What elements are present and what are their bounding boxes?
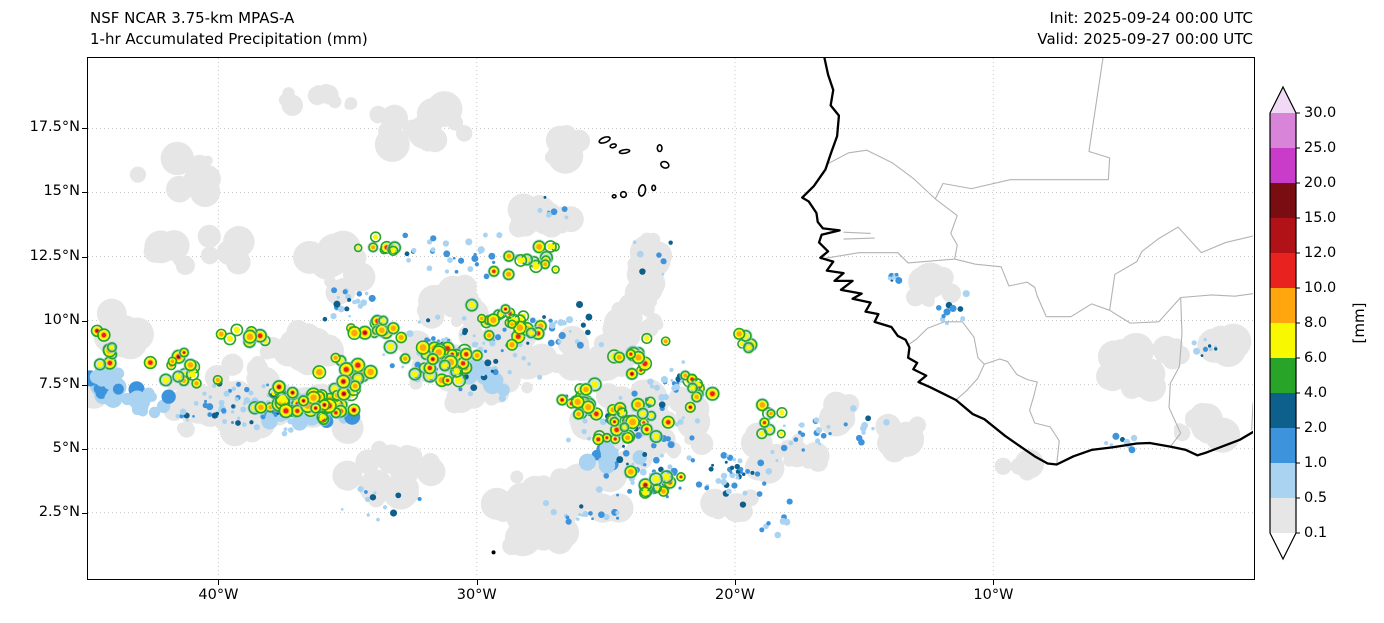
x-tick-mark xyxy=(993,580,995,585)
colorbar-tick-label: 0.5 xyxy=(1304,490,1328,506)
colorbar-units-label: [mm] xyxy=(1350,302,1368,344)
x-tick-label: 20°W xyxy=(715,587,756,603)
colorbar-tick-label: 30.0 xyxy=(1304,105,1337,121)
precip-field-canvas xyxy=(88,58,1253,578)
colorbar-tick-label: 4.0 xyxy=(1304,385,1328,401)
y-tick-mark xyxy=(82,512,87,514)
y-tick-label: 15°N xyxy=(43,183,80,200)
colorbar-tick-label: 10.0 xyxy=(1304,280,1337,296)
y-tick-label: 5°N xyxy=(52,439,80,456)
y-tick-label: 7.5°N xyxy=(38,375,80,392)
x-tick-mark xyxy=(476,580,478,585)
x-tick-label: 40°W xyxy=(198,587,239,603)
plot-time-block: Init: 2025-09-24 00:00 UTC Valid: 2025-0… xyxy=(1037,8,1253,50)
x-tick-mark xyxy=(218,580,220,585)
y-tick-label: 12.5°N xyxy=(29,247,80,264)
colorbar-tick-label: 20.0 xyxy=(1304,175,1337,191)
valid-time-label: Valid: 2025-09-27 00:00 UTC xyxy=(1037,30,1253,48)
y-tick-mark xyxy=(82,256,87,258)
y-tick-mark xyxy=(82,192,87,194)
y-tick-label: 10°N xyxy=(43,311,80,328)
plot-title-block: NSF NCAR 3.75-km MPAS-A 1-hr Accumulated… xyxy=(90,8,368,50)
y-tick-mark xyxy=(82,448,87,450)
x-tick-label: 30°W xyxy=(456,587,497,603)
map-plot-area xyxy=(87,57,1255,580)
colorbar-tick-label: 25.0 xyxy=(1304,140,1337,156)
y-tick-mark xyxy=(82,128,87,130)
colorbar-tick-label: 0.1 xyxy=(1304,525,1328,541)
colorbar-tick-label: 12.0 xyxy=(1304,245,1337,261)
x-tick-mark xyxy=(735,580,737,585)
plot-title-model: NSF NCAR 3.75-km MPAS-A xyxy=(90,9,295,27)
init-time-label: Init: 2025-09-24 00:00 UTC xyxy=(1049,9,1253,27)
y-tick-mark xyxy=(82,384,87,386)
colorbar-tick-label: 2.0 xyxy=(1304,420,1328,436)
y-tick-label: 2.5°N xyxy=(38,503,80,520)
plot-title-field: 1-hr Accumulated Precipitation (mm) xyxy=(90,30,368,48)
colorbar-tick-label: 8.0 xyxy=(1304,315,1328,331)
colorbar-tick-label: 1.0 xyxy=(1304,455,1328,471)
colorbar xyxy=(1268,78,1300,564)
x-tick-label: 10°W xyxy=(973,587,1014,603)
y-tick-mark xyxy=(82,320,87,322)
colorbar-tick-label: 15.0 xyxy=(1304,210,1337,226)
y-tick-label: 17.5°N xyxy=(29,119,80,136)
colorbar-tick-label: 6.0 xyxy=(1304,350,1328,366)
